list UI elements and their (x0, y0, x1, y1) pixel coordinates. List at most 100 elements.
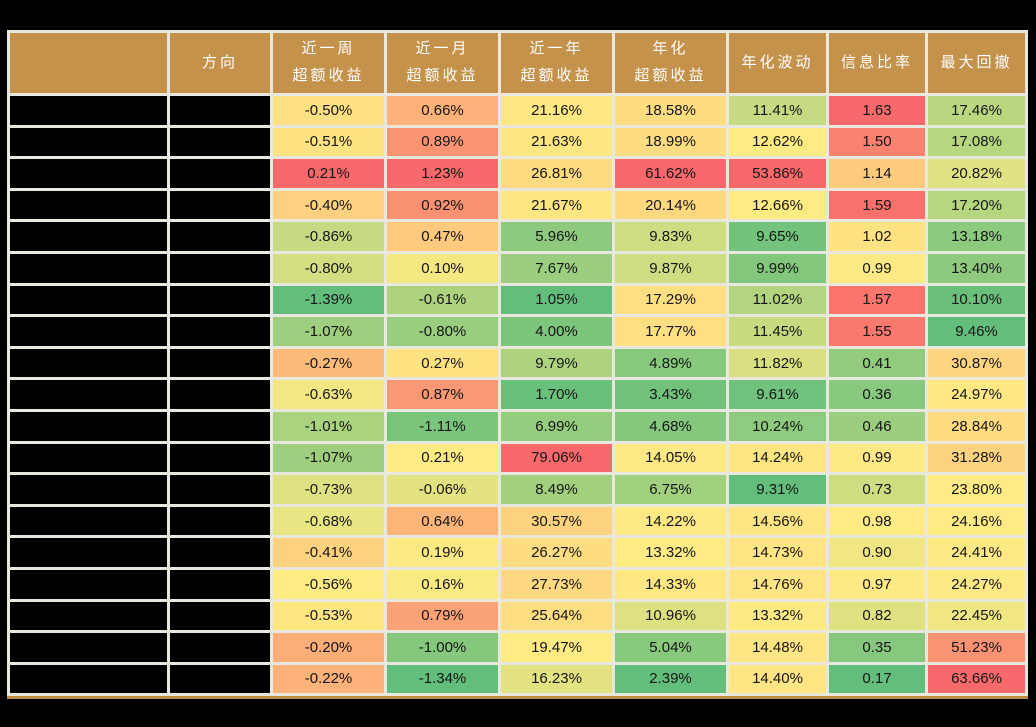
heatmap-cell: 0.99 (829, 253, 925, 283)
redacted-name-cell (10, 348, 167, 378)
col-header-max-drawdown: 最大回撤 (928, 33, 1025, 93)
heatmap-cell: 3.43% (615, 380, 726, 409)
heatmap-cell: -0.22% (273, 664, 384, 694)
heatmap-cell: -0.06% (387, 475, 498, 504)
col-header-line: 超额收益 (520, 68, 593, 84)
heatmap-cell: 17.77% (615, 317, 726, 346)
heatmap-cell: -0.27% (273, 348, 384, 378)
heatmap-cell: 1.55 (829, 317, 925, 346)
heatmap-cell: 13.40% (928, 253, 1025, 283)
col-header-blank (10, 33, 167, 93)
heatmap-cell: 12.66% (729, 190, 826, 220)
heatmap-cell: 1.02 (829, 222, 925, 251)
heatmap-cell: 24.97% (928, 380, 1025, 409)
performance-heatmap-table: 方向 近一周 超额收益 近一月 超额收益 近一年 超额收益 年化 超额收益 年化波动 信… (7, 30, 1028, 700)
heatmap-cell: 0.98 (829, 506, 925, 536)
heatmap-cell: 14.56% (729, 506, 826, 536)
heatmap-cell: 24.27% (928, 569, 1025, 599)
heatmap-cell: -1.01% (273, 411, 384, 441)
heatmap-cell: -0.63% (273, 380, 384, 409)
redacted-direction-cell (170, 601, 270, 631)
redacted-name-cell (10, 127, 167, 157)
redacted-name-cell (10, 253, 167, 283)
redacted-name-cell (10, 475, 167, 504)
heatmap-cell: 22.45% (928, 601, 1025, 631)
heatmap-cell: -0.80% (273, 253, 384, 283)
heatmap-cell: 24.41% (928, 538, 1025, 567)
redacted-direction-cell (170, 127, 270, 157)
heatmap-cell: 0.99 (829, 443, 925, 473)
heatmap-cell: 17.29% (615, 285, 726, 315)
col-header-line: 近一周 (301, 41, 356, 57)
heatmap-cell: 1.23% (387, 159, 498, 188)
heatmap-cell: 1.63 (829, 96, 925, 125)
heatmap-cell: 0.82 (829, 601, 925, 631)
heatmap-cell: 0.92% (387, 190, 498, 220)
heatmap-cell: 14.40% (729, 664, 826, 694)
heatmap-cell: 17.08% (928, 127, 1025, 157)
col-header-line: 最大回撤 (940, 54, 1013, 71)
heatmap-cell: 1.57 (829, 285, 925, 315)
redacted-direction-cell (170, 159, 270, 188)
heatmap-cell: 18.58% (615, 96, 726, 125)
heatmap-cell: 79.06% (501, 443, 612, 473)
heatmap-cell: 27.73% (501, 569, 612, 599)
heatmap-cell: 4.89% (615, 348, 726, 378)
heatmap-cell: 4.68% (615, 411, 726, 441)
col-header-line: 方向 (201, 54, 238, 71)
heatmap-cell: 14.48% (729, 633, 826, 662)
heatmap-cell: 25.64% (501, 601, 612, 631)
heatmap-cell: 7.67% (501, 253, 612, 283)
redacted-name-cell (10, 317, 167, 346)
heatmap-cell: 14.22% (615, 506, 726, 536)
heatmap-cell: -0.56% (273, 569, 384, 599)
heatmap-cell: 19.47% (501, 633, 612, 662)
heatmap-cell: 0.89% (387, 127, 498, 157)
heatmap-cell: 11.02% (729, 285, 826, 315)
heatmap-cell: -0.86% (273, 222, 384, 251)
heatmap-cell: 0.79% (387, 601, 498, 631)
redacted-name-cell (10, 538, 167, 567)
col-header-volatility: 年化波动 (729, 33, 826, 93)
redacted-name-cell (10, 601, 167, 631)
redacted-direction-cell (170, 633, 270, 662)
redacted-direction-cell (170, 380, 270, 409)
heatmap-cell: 0.47% (387, 222, 498, 251)
heatmap-cell: 9.87% (615, 253, 726, 283)
heatmap-cell: 12.62% (729, 127, 826, 157)
heatmap-cell: 9.46% (928, 317, 1025, 346)
heatmap-cell: 14.05% (615, 443, 726, 473)
heatmap-cell: 21.16% (501, 96, 612, 125)
heatmap-cell: 11.82% (729, 348, 826, 378)
heatmap-cell: 11.45% (729, 317, 826, 346)
heatmap-cell: 14.73% (729, 538, 826, 567)
heatmap-cell: 18.99% (615, 127, 726, 157)
heatmap-cell: 26.27% (501, 538, 612, 567)
heatmap-cell: 10.10% (928, 285, 1025, 315)
heatmap-cell: -1.34% (387, 664, 498, 694)
heatmap-cell: -0.61% (387, 285, 498, 315)
heatmap-cell: 61.62% (615, 159, 726, 188)
redacted-direction-cell (170, 253, 270, 283)
col-header-direction: 方向 (170, 33, 270, 93)
heatmap-cell: 13.32% (615, 538, 726, 567)
redacted-direction-cell (170, 475, 270, 504)
col-header-line: 近一月 (415, 41, 470, 57)
redacted-direction-cell (170, 538, 270, 567)
redacted-name-cell (10, 285, 167, 315)
heatmap-cell: 13.32% (729, 601, 826, 631)
heatmap-cell: 11.41% (729, 96, 826, 125)
heatmap-cell: -1.07% (273, 317, 384, 346)
heatmap-cell: 21.67% (501, 190, 612, 220)
redacted-name-cell (10, 506, 167, 536)
heatmap-cell: 20.14% (615, 190, 726, 220)
heatmap-cell: 14.33% (615, 569, 726, 599)
heatmap-cell: 0.97 (829, 569, 925, 599)
heatmap-cell: -1.11% (387, 411, 498, 441)
redacted-direction-cell (170, 96, 270, 125)
heatmap-cell: 1.05% (501, 285, 612, 315)
redacted-name-cell (10, 633, 167, 662)
redacted-direction-cell (170, 664, 270, 694)
heatmap-cell: 0.36 (829, 380, 925, 409)
